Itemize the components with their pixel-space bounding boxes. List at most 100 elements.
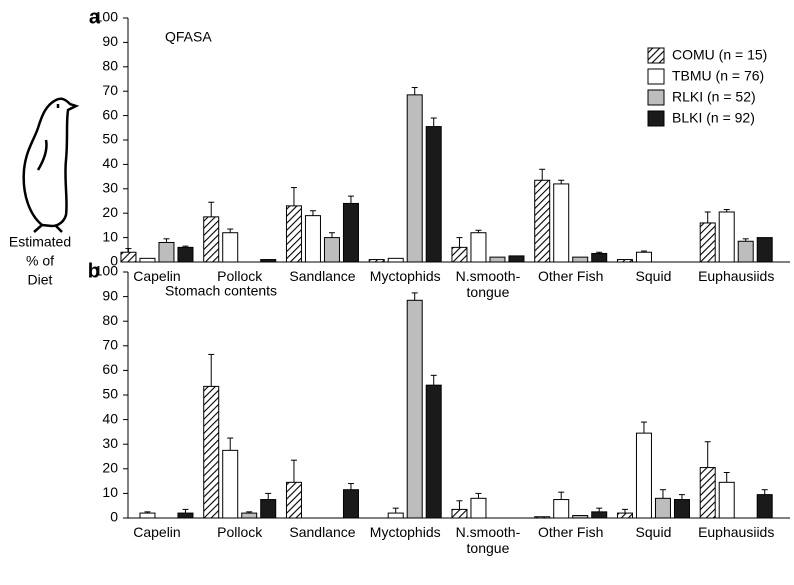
x-tick-label: Myctophids <box>370 524 441 540</box>
y-tick-label: 50 <box>102 386 118 402</box>
y-tick-label: 20 <box>102 460 118 476</box>
x-tick-label: Pollock <box>217 268 263 284</box>
bar <box>674 500 689 518</box>
bar <box>738 241 753 262</box>
bar <box>757 495 772 518</box>
bar <box>535 517 550 518</box>
y-tick-label: 90 <box>102 287 118 303</box>
y-tick-label: 20 <box>102 204 118 220</box>
bar <box>452 509 467 518</box>
y-tick-label: 40 <box>102 410 118 426</box>
bar <box>343 490 358 518</box>
bar <box>178 247 193 262</box>
bar <box>286 482 301 518</box>
annotation: Stomach contents <box>165 283 277 299</box>
y-tick-label: 80 <box>102 58 118 74</box>
y-tick-label: 60 <box>102 361 118 377</box>
legend-swatch <box>648 90 664 105</box>
x-tick-label: Squid <box>636 524 672 540</box>
bar <box>554 500 569 518</box>
legend-label: COMU (n = 15) <box>672 47 767 63</box>
bar <box>369 260 384 262</box>
x-tick-label: Other Fish <box>538 268 603 284</box>
bar <box>140 513 155 518</box>
y-tick-label: 90 <box>102 33 118 49</box>
bar <box>592 512 607 518</box>
bar <box>426 385 441 518</box>
bar <box>388 513 403 518</box>
x-tick-label: Euphausiids <box>698 524 774 540</box>
page: Estimated% ofDietaQFASA01020304050607080… <box>0 0 794 585</box>
bar <box>700 468 715 518</box>
legend-label: TBMU (n = 76) <box>672 68 764 84</box>
bar <box>636 252 651 262</box>
bar <box>535 180 550 262</box>
y-tick-label: 0 <box>110 509 118 525</box>
bar <box>178 513 193 518</box>
bar <box>140 258 155 262</box>
bar <box>573 257 588 262</box>
bar <box>490 257 505 262</box>
y-tick-label: 60 <box>102 106 118 122</box>
y-tick-label: 100 <box>95 9 119 25</box>
bar <box>573 516 588 518</box>
bar <box>636 433 651 518</box>
x-tick-label: Sandlance <box>289 524 355 540</box>
bar <box>324 238 339 262</box>
x-tick-label: Sandlance <box>289 268 355 284</box>
bar <box>286 206 301 262</box>
bar <box>757 238 772 262</box>
legend-label: BLKI (n = 92) <box>672 110 755 126</box>
bar <box>509 256 524 262</box>
y-axis-label: Diet <box>28 272 53 288</box>
y-tick-label: 30 <box>102 180 118 196</box>
bar <box>242 513 257 518</box>
bar <box>121 252 136 262</box>
bar <box>592 253 607 262</box>
bar <box>343 203 358 262</box>
bar <box>471 498 486 518</box>
y-tick-label: 70 <box>102 82 118 98</box>
bar <box>719 212 734 262</box>
y-axis-label: Estimated <box>9 234 71 250</box>
x-tick-label: Myctophids <box>370 268 441 284</box>
x-tick-label: N.smooth-tongue <box>456 524 521 556</box>
bar <box>719 482 734 518</box>
x-tick-label: Squid <box>636 268 672 284</box>
bar <box>159 242 174 262</box>
y-tick-label: 10 <box>102 228 118 244</box>
bar <box>223 450 238 518</box>
chart: Estimated% ofDietaQFASA01020304050607080… <box>0 0 794 585</box>
bar <box>617 513 632 518</box>
bar <box>554 184 569 262</box>
y-tick-label: 70 <box>102 337 118 353</box>
y-tick-label: 40 <box>102 155 118 171</box>
x-tick-label: N.smooth-tongue <box>456 268 521 300</box>
bar <box>204 217 219 262</box>
bar <box>261 260 276 262</box>
legend-swatch <box>648 111 664 126</box>
bar <box>617 260 632 262</box>
penguin-icon <box>24 99 76 232</box>
y-tick-label: 10 <box>102 484 118 500</box>
legend-swatch <box>648 69 664 84</box>
legend-label: RLKI (n = 52) <box>672 89 756 105</box>
y-tick-label: 50 <box>102 131 118 147</box>
bar <box>700 223 715 262</box>
bar <box>261 500 276 518</box>
y-tick-label: 80 <box>102 312 118 328</box>
bar <box>388 258 403 262</box>
bar <box>407 300 422 518</box>
bar <box>471 233 486 262</box>
y-tick-label: 100 <box>95 263 119 279</box>
bar <box>407 95 422 262</box>
bar <box>452 247 467 262</box>
legend-swatch <box>648 48 664 63</box>
bar <box>426 127 441 262</box>
y-axis-label: % of <box>26 253 54 269</box>
x-tick-label: Capelin <box>133 524 180 540</box>
y-tick-label: 30 <box>102 435 118 451</box>
x-tick-label: Euphausiids <box>698 268 774 284</box>
bar <box>305 216 320 262</box>
x-tick-label: Other Fish <box>538 524 603 540</box>
